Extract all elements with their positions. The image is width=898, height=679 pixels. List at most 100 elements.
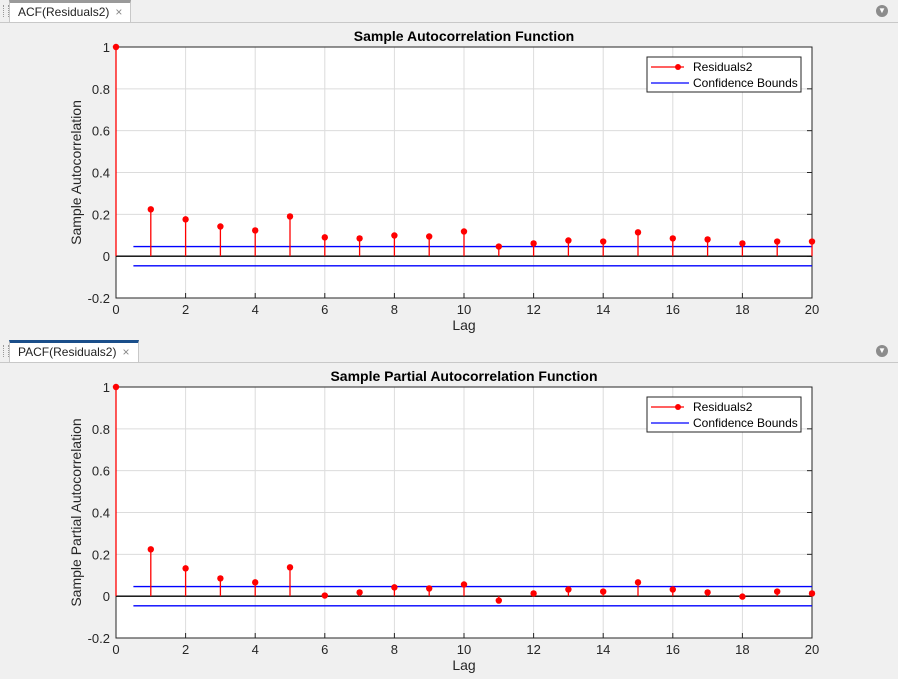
y-tick-label: 1 — [103, 40, 110, 55]
stem-marker — [217, 575, 224, 582]
stem-marker — [426, 233, 433, 240]
stem-marker — [530, 240, 537, 247]
stem-marker — [147, 546, 154, 553]
tab-label: ACF(Residuals2) — [18, 5, 110, 19]
x-tick-label: 16 — [666, 642, 680, 657]
x-tick-label: 4 — [252, 642, 259, 657]
x-axis-label: Lag — [452, 317, 475, 333]
acf-tab-bar: ACF(Residuals2) × ▼ — [0, 0, 898, 23]
y-tick-label: 0.6 — [92, 464, 110, 479]
stem-marker — [495, 597, 502, 604]
stem-marker — [739, 240, 746, 247]
y-tick-label: 1 — [103, 380, 110, 395]
pacf-plot: 0 2 4 6 8 10 12 14 16 18 20-0.200.20.40.60.81Sampl… — [68, 368, 819, 673]
stem-marker — [182, 565, 189, 572]
x-tick-label: 8 — [391, 302, 398, 317]
legend-label: Residuals2 — [693, 400, 753, 414]
x-tick-label: 12 — [526, 642, 540, 657]
close-icon[interactable]: × — [122, 345, 130, 359]
stem-marker — [600, 588, 607, 595]
stem-marker — [147, 206, 154, 213]
legend-box — [646, 396, 802, 433]
x-tick-label: 10 — [457, 302, 471, 317]
stem-marker — [112, 383, 120, 391]
stem-marker — [600, 238, 607, 245]
x-tick-label: 16 — [666, 302, 680, 317]
stem-marker — [286, 564, 294, 571]
tab-label: PACF(Residuals2) — [18, 345, 117, 359]
y-tick-label: 0 — [103, 589, 110, 604]
stem-marker — [634, 229, 642, 236]
stem-marker — [321, 234, 328, 241]
y-tick-label: 0.6 — [92, 124, 110, 139]
x-tick-label: 0 — [112, 302, 119, 317]
legend-label: Confidence Bounds — [693, 416, 798, 430]
panel-menu-icon[interactable]: ▼ — [876, 5, 888, 17]
panel-menu-icon[interactable]: ▼ — [876, 345, 888, 357]
stem-marker — [774, 588, 781, 595]
x-tick-label: 6 — [321, 642, 328, 657]
drag-grip-icon[interactable] — [3, 345, 9, 357]
x-tick-label: 12 — [526, 302, 540, 317]
y-tick-label: 0.8 — [92, 422, 110, 437]
stem-marker — [391, 584, 398, 591]
y-tick-label: 0.2 — [92, 207, 110, 222]
stem-marker — [669, 235, 676, 242]
stem-marker — [356, 589, 363, 596]
stem-marker — [112, 43, 120, 51]
x-tick-label: 10 — [457, 642, 471, 657]
drag-grip-icon[interactable] — [3, 5, 9, 17]
x-tick-label: 2 — [182, 302, 189, 317]
stem-marker — [286, 213, 294, 220]
stem-marker — [565, 237, 572, 244]
x-tick-label: 14 — [596, 302, 610, 317]
stem-marker — [704, 589, 711, 596]
stem-marker — [634, 579, 642, 586]
stem-marker — [391, 232, 398, 239]
legend-residuals-marker — [675, 64, 681, 70]
x-tick-label: 20 — [805, 642, 819, 657]
stem-marker — [182, 216, 189, 223]
y-tick-label: -0.2 — [88, 291, 110, 306]
stem-marker — [774, 238, 781, 245]
x-tick-label: 14 — [596, 642, 610, 657]
stem-marker — [252, 227, 259, 234]
stem-marker — [530, 590, 537, 597]
y-tick-label: 0.2 — [92, 547, 110, 562]
x-tick-label: 2 — [182, 642, 189, 657]
x-tick-label: 18 — [735, 302, 749, 317]
acf-plot: 0 2 4 6 8 10 12 14 16 18 20-0.200.20.40.60.81Sampl… — [68, 28, 819, 333]
tab-acf[interactable]: ACF(Residuals2) × — [9, 0, 132, 22]
legend-label: Residuals2 — [693, 60, 753, 74]
legend-residuals-marker — [675, 404, 681, 410]
stem-marker — [321, 592, 328, 599]
stem-marker — [495, 243, 502, 250]
y-tick-label: -0.2 — [88, 631, 110, 646]
legend-label: Confidence Bounds — [693, 76, 798, 90]
y-axis-label: Sample Autocorrelation — [68, 100, 84, 245]
legend-box — [646, 56, 802, 93]
stem-marker — [704, 236, 711, 243]
y-tick-label: 0.4 — [92, 506, 110, 521]
chart-title: Sample Partial Autocorrelation Function — [330, 368, 597, 384]
x-tick-label: 0 — [112, 642, 119, 657]
stem-marker — [808, 590, 816, 597]
stem-marker — [460, 228, 468, 235]
x-tick-label: 6 — [321, 302, 328, 317]
stem-marker — [217, 223, 224, 230]
x-tick-label: 8 — [391, 642, 398, 657]
x-tick-label: 20 — [805, 302, 819, 317]
stem-marker — [669, 586, 676, 593]
x-tick-label: 18 — [735, 642, 749, 657]
close-icon[interactable]: × — [115, 5, 123, 19]
stem-marker — [460, 581, 468, 588]
stem-marker — [356, 235, 363, 242]
x-axis-label: Lag — [452, 657, 475, 673]
x-tick-label: 4 — [252, 302, 259, 317]
y-axis-label: Sample Partial Autocorrelation — [68, 418, 84, 606]
stem-marker — [808, 238, 816, 245]
stem-marker — [426, 585, 433, 592]
y-tick-label: 0 — [103, 249, 110, 264]
tab-pacf[interactable]: PACF(Residuals2) × — [9, 340, 139, 362]
stem-marker — [252, 579, 259, 586]
